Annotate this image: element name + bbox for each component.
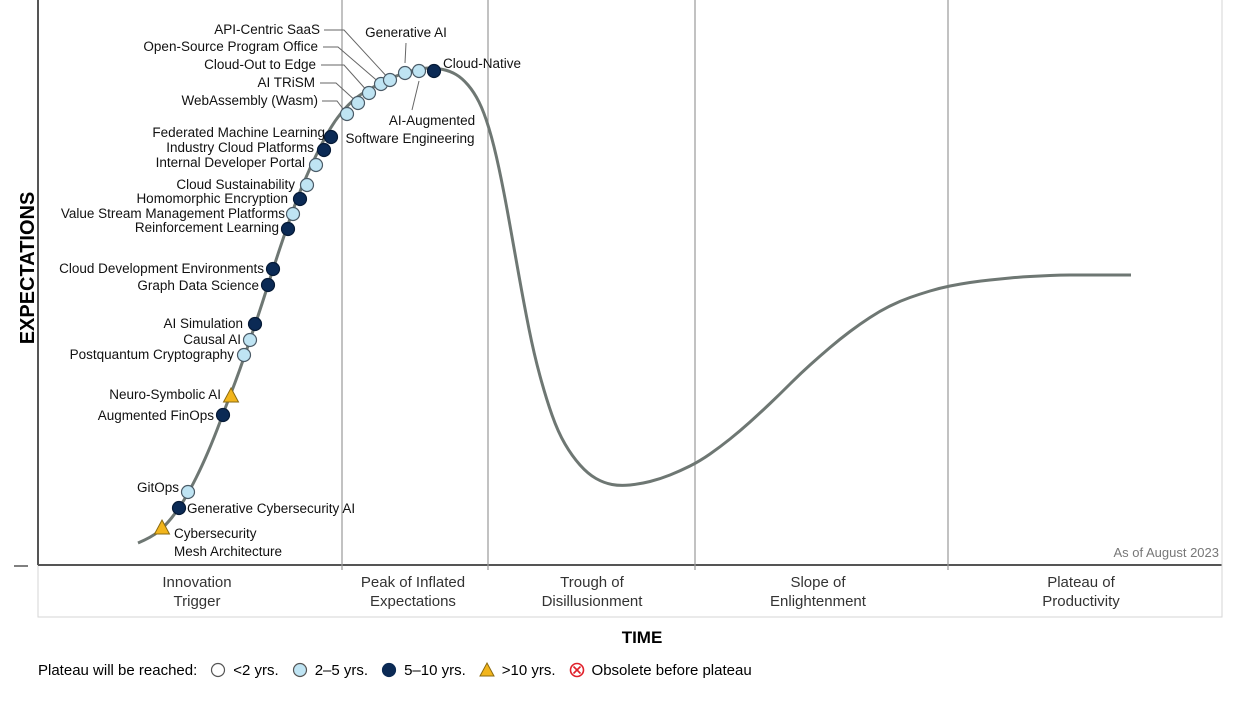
chart-frame <box>14 0 1223 618</box>
marker-generative-ai <box>397 65 413 81</box>
label-industry-cloud-platforms: Industry Cloud Platforms <box>166 140 314 155</box>
label-line: AI-Augmented <box>389 113 475 128</box>
legend-title: Plateau will be reached: <box>38 661 198 679</box>
leader-line-open-source-program-office <box>323 46 382 85</box>
phase-labels: Innovation Trigger Peak of Inflated Expect… <box>162 574 1120 610</box>
label-open-source-program-office: Open-Source Program Office <box>143 39 318 54</box>
marker-value-stream-management-platforms <box>285 206 301 222</box>
label-value-stream-management-platforms: Value Stream Management Platforms <box>61 206 285 221</box>
label-postquantum-cryptography: Postquantum Cryptography <box>70 347 235 362</box>
label-ai-trism: AI TRiSM <box>257 75 315 90</box>
label-webassembly-wasm: WebAssembly (Wasm) <box>181 93 318 108</box>
technology-markers <box>153 63 442 535</box>
label-generative-ai: Generative AI <box>365 25 447 40</box>
marker-ai-augmented-software-engineering <box>411 63 427 79</box>
marker-internal-developer-portal <box>308 157 324 173</box>
marker-generative-cybersecurity-ai <box>171 500 187 516</box>
marker-postquantum-cryptography <box>236 347 252 363</box>
y-axis-label: EXPECTATIONS <box>17 192 39 345</box>
legend-label: 5–10 yrs. <box>404 661 466 679</box>
label-line: Software Engineering <box>345 131 474 146</box>
marker-ai-simulation <box>247 316 263 332</box>
label-causal-ai: Causal AI <box>183 332 241 347</box>
dark-blue-circle-icon <box>380 661 398 679</box>
phase-label: Trough of Disillusionment <box>542 574 644 610</box>
label-line: Cybersecurity <box>174 526 257 541</box>
marker-causal-ai <box>242 332 258 348</box>
label-augmented-finops: Augmented FinOps <box>98 408 215 423</box>
phase-label: Slope of Enlightenment <box>770 574 867 610</box>
phase-label: Peak of Inflated Expectations <box>361 574 465 610</box>
label-ai-simulation: AI Simulation <box>163 316 243 331</box>
marker-webassembly-wasm <box>339 106 355 122</box>
leader-line-ai-augmented-software-engineering <box>411 80 420 111</box>
marker-cloud-out-to-edge <box>361 85 377 101</box>
legend-label: >10 yrs. <box>501 661 556 679</box>
marker-cloud-development-environments <box>265 261 281 277</box>
label-federated-machine-learning: Federated Machine Learning <box>152 125 325 140</box>
marker-reinforcement-learning <box>280 221 296 237</box>
leader-line-api-centric-saas <box>324 29 391 81</box>
legend-item-5to10: 5–10 yrs. <box>380 661 466 679</box>
white-circle-icon <box>209 661 227 679</box>
legend-label: Obsolete before plateau <box>591 661 752 679</box>
marker-industry-cloud-platforms <box>316 142 332 158</box>
leader-line-ai-trism <box>320 82 359 104</box>
phase-label: Innovation Trigger <box>162 574 231 610</box>
label-homomorphic-encryption: Homomorphic Encryption <box>136 191 288 206</box>
label-line: Mesh Architecture <box>174 544 282 559</box>
as-of-note: As of August 2023 <box>1113 545 1219 560</box>
legend-label: 2–5 yrs. <box>314 661 369 679</box>
marker-federated-machine-learning <box>323 129 339 145</box>
marker-augmented-finops <box>215 407 231 423</box>
marker-cloud-native <box>426 63 442 79</box>
legend-item-obsolete: Obsolete before plateau <box>568 661 752 679</box>
label-api-centric-saas: API-Centric SaaS <box>214 22 320 37</box>
marker-gitops <box>180 484 196 500</box>
x-axis-label: TIME <box>622 628 663 647</box>
legend-label: <2 yrs. <box>233 661 279 679</box>
marker-api-centric-saas <box>382 72 398 88</box>
legend-item-2to5: 2–5 yrs. <box>291 661 368 679</box>
red-x-circle-icon <box>568 661 586 679</box>
yellow-triangle-icon <box>478 661 496 679</box>
label-cybersecurity-mesh-architecture: Cybersecurity Mesh Architecture <box>174 526 282 559</box>
label-cloud-native: Cloud-Native <box>443 56 521 71</box>
label-gitops: GitOps <box>137 480 179 495</box>
marker-homomorphic-encryption <box>292 191 308 207</box>
marker-cybersecurity-mesh-architecture <box>153 518 171 535</box>
phase-label: Plateau of Productivity <box>1042 574 1120 610</box>
marker-cloud-sustainability <box>299 177 315 193</box>
marker-graph-data-science <box>260 277 276 293</box>
label-cloud-sustainability: Cloud Sustainability <box>176 177 295 192</box>
light-blue-circle-icon <box>291 661 309 679</box>
legend: Plateau will be reached: <2 yrs. 2–5 yrs… <box>38 659 752 681</box>
label-generative-cybersecurity-ai: Generative Cybersecurity AI <box>187 501 355 516</box>
marker-neuro-symbolic-ai <box>222 386 240 403</box>
label-reinforcement-learning: Reinforcement Learning <box>135 220 279 235</box>
label-neuro-symbolic-ai: Neuro-Symbolic AI <box>109 387 221 402</box>
leader-line-generative-ai <box>404 42 407 64</box>
label-internal-developer-portal: Internal Developer Portal <box>156 155 305 170</box>
label-ai-augmented-software-engineering: AI-Augmented Software Engineering <box>345 113 475 146</box>
leader-line-cloud-out-to-edge <box>321 64 370 94</box>
label-cloud-out-to-edge: Cloud-Out to Edge <box>204 57 316 72</box>
legend-item-lt2: <2 yrs. <box>209 661 279 679</box>
marker-ai-trism <box>350 95 366 111</box>
legend-item-gt10: >10 yrs. <box>478 661 556 679</box>
label-graph-data-science: Graph Data Science <box>137 278 259 293</box>
technology-labels: Cybersecurity Mesh Architecture Generative… <box>59 22 521 559</box>
label-cloud-development-environments: Cloud Development Environments <box>59 261 264 276</box>
